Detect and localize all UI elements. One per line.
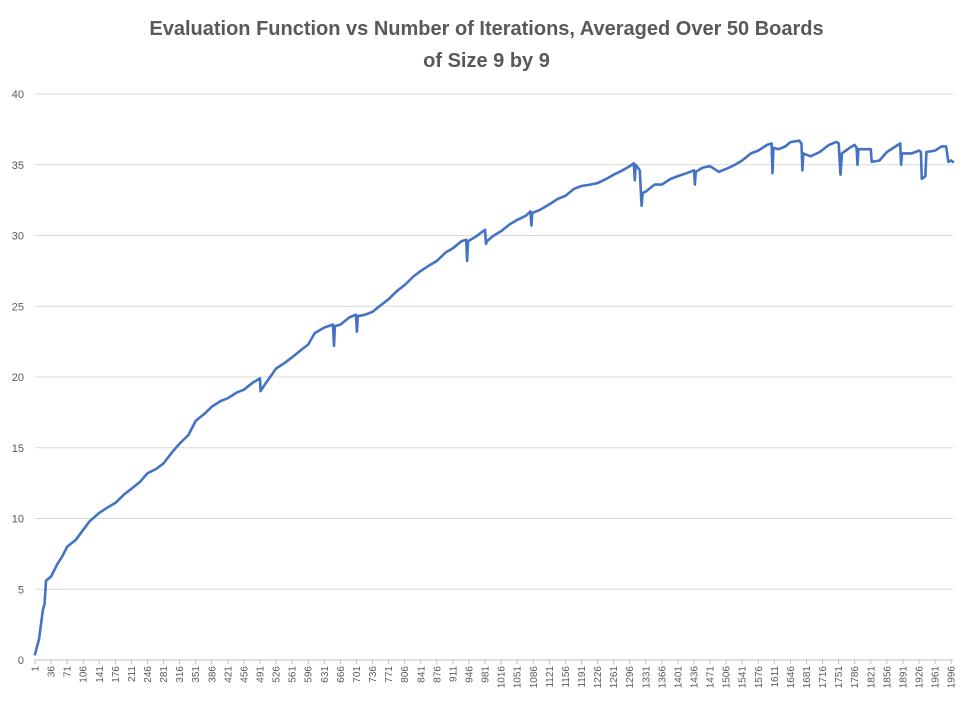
x-tick-label-911: 911 (448, 666, 459, 682)
x-tick-label-141: 141 (95, 666, 106, 683)
x-tick-label-1051: 1051 (513, 666, 524, 689)
x-tick-label-526: 526 (272, 666, 283, 683)
x-tick-label-1226: 1226 (593, 666, 604, 689)
y-tick-label-40: 40 (12, 89, 24, 101)
series-line-0 (33, 139, 955, 656)
x-tick-label-386: 386 (207, 666, 218, 683)
x-tick-label-596: 596 (304, 666, 315, 683)
chart-title-line-1: Evaluation Function vs Number of Iterati… (149, 18, 824, 40)
x-tick-label-1471: 1471 (706, 666, 717, 689)
x-tick-label-1611: 1611 (770, 666, 781, 688)
y-tick-label-10: 10 (12, 514, 24, 526)
x-tick-label-1086: 1086 (529, 666, 540, 689)
x-tick-label-1: 1 (31, 666, 42, 672)
x-tick-label-876: 876 (432, 666, 443, 683)
x-tick-label-1541: 1541 (738, 666, 749, 689)
x-tick-label-1856: 1856 (882, 666, 893, 689)
x-tick-label-1576: 1576 (754, 666, 765, 689)
y-tick-label-25: 25 (12, 301, 24, 313)
chart-title-line-2: of Size 9 by 9 (423, 50, 550, 72)
y-tick-label-5: 5 (18, 584, 24, 596)
x-tick-label-1121: 1121 (545, 666, 556, 688)
x-tick-label-1366: 1366 (657, 666, 668, 689)
x-tick-label-1821: 1821 (866, 666, 877, 689)
x-tick-label-281: 281 (159, 666, 170, 683)
x-tick-label-1191: 1191 (577, 666, 588, 688)
x-tick-label-841: 841 (416, 666, 427, 683)
x-tick-label-946: 946 (464, 666, 475, 683)
x-tick-label-1961: 1961 (931, 666, 942, 689)
x-tick-label-36: 36 (47, 666, 58, 678)
x-tick-label-666: 666 (336, 666, 347, 683)
x-tick-label-736: 736 (368, 666, 379, 683)
x-tick-label-701: 701 (352, 666, 363, 683)
y-tick-label-30: 30 (12, 231, 24, 243)
x-tick-label-1401: 1401 (673, 666, 684, 689)
x-tick-label-1261: 1261 (609, 666, 620, 689)
y-tick-label-15: 15 (12, 443, 24, 455)
x-tick-label-1891: 1891 (898, 666, 909, 689)
x-tick-label-456: 456 (239, 666, 250, 683)
x-tick-label-1681: 1681 (802, 666, 813, 689)
x-tick-label-561: 561 (288, 666, 299, 683)
x-tick-label-771: 771 (384, 666, 395, 683)
x-tick-label-421: 421 (223, 666, 234, 683)
x-tick-label-71: 71 (63, 666, 74, 678)
x-tick-label-1016: 1016 (497, 666, 508, 689)
y-tick-label-35: 35 (12, 160, 24, 172)
x-tick-label-1296: 1296 (625, 666, 636, 689)
x-tick-label-246: 246 (143, 666, 154, 683)
x-tick-label-806: 806 (400, 666, 411, 683)
x-tick-label-1751: 1751 (834, 666, 845, 689)
x-tick-label-211: 211 (127, 666, 138, 682)
x-tick-label-1926: 1926 (915, 666, 926, 689)
x-tick-label-1646: 1646 (786, 666, 797, 689)
x-tick-label-1506: 1506 (722, 666, 733, 689)
y-tick-label-0: 0 (18, 655, 24, 667)
x-tick-label-1716: 1716 (818, 666, 829, 689)
x-tick-label-1786: 1786 (850, 666, 861, 689)
x-tick-label-981: 981 (481, 666, 492, 683)
x-tick-label-1331: 1331 (641, 666, 652, 689)
y-tick-label-20: 20 (12, 372, 24, 384)
x-tick-label-631: 631 (320, 666, 331, 683)
x-tick-label-176: 176 (111, 666, 122, 683)
x-tick-label-1436: 1436 (689, 666, 700, 689)
x-tick-label-351: 351 (191, 666, 202, 683)
x-tick-label-1996: 1996 (947, 666, 958, 689)
x-tick-label-316: 316 (175, 666, 186, 683)
x-tick-label-491: 491 (256, 666, 267, 683)
x-tick-label-106: 106 (79, 666, 90, 683)
x-tick-label-1156: 1156 (561, 666, 572, 688)
